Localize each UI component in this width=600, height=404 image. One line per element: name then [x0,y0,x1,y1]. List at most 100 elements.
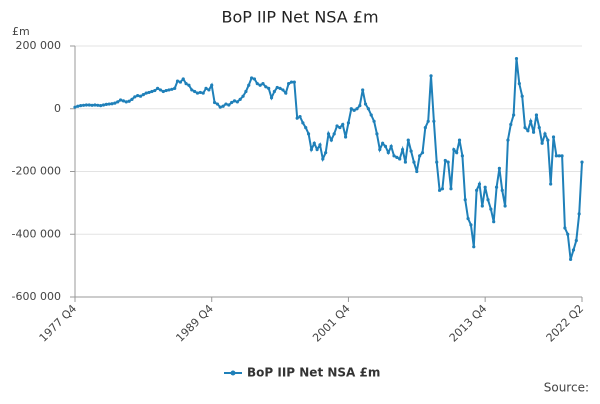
y-tick-label: -200 000 [12,165,61,178]
data-point [489,207,493,211]
data-point [292,80,296,84]
data-point [349,107,353,111]
data-point [110,102,114,106]
data-point [173,86,177,90]
data-point [409,149,413,153]
data-point [238,97,242,101]
data-point [531,130,536,134]
data-point [398,157,402,161]
data-point [227,103,231,107]
data-point [164,88,168,93]
data-point [580,160,584,164]
data-point [281,88,285,92]
data-point [301,121,305,125]
data-point [463,198,467,202]
data-point [523,125,527,130]
data-point [326,132,331,136]
legend-marker [230,370,236,376]
data-point [395,155,399,159]
data-point [107,102,111,106]
data-point [99,104,103,108]
data-point [193,89,197,94]
data-point [261,82,265,86]
data-point [181,77,185,81]
data-point [124,100,128,104]
data-point [241,94,245,98]
x-tick-label: 2013 Q4 [447,302,490,345]
data-point [469,223,473,227]
chart-title: BoP IIP Net NSA £m [221,8,378,27]
data-point [358,104,362,108]
data-point [133,95,137,99]
data-point [138,94,143,98]
data-point [309,147,314,152]
data-point [312,141,316,145]
data-point [477,182,482,186]
data-point [298,114,302,119]
data-point [455,151,459,155]
data-point [460,154,464,158]
data-point [517,82,521,86]
data-point [156,86,160,90]
data-point [232,99,237,103]
data-point [557,154,561,158]
data-point [198,90,202,95]
y-tick-label: 200 000 [16,39,62,52]
data-point [258,83,262,87]
data-point [423,125,427,130]
data-point [492,220,496,224]
data-point [101,103,106,107]
data-point [136,93,140,98]
data-point [366,107,370,111]
data-point [295,116,299,120]
y-tick-label: -600 000 [12,290,61,303]
data-point [318,143,322,147]
data-point [306,132,311,136]
data-point [249,76,254,80]
data-point [381,141,385,145]
data-point [537,125,541,130]
x-tick-label: 2022 Q2 [544,302,587,345]
data-point [230,100,234,105]
data-point [480,204,484,208]
data-point [175,79,180,83]
y-tick-label: 0 [54,102,61,115]
data-point [569,257,573,261]
data-point [546,138,550,142]
data-point [269,96,274,100]
data-point [534,113,539,117]
data-point [415,169,419,174]
data-point [420,151,425,155]
data-point [81,103,86,107]
data-point [207,88,211,92]
data-point [355,107,359,111]
data-point [144,91,148,95]
data-point [494,185,499,189]
data-point [321,157,325,161]
data-point [386,151,390,155]
data-point [363,102,368,106]
data-point [449,187,453,191]
data-point [244,89,248,94]
data-point [361,88,365,92]
data-point [275,85,279,90]
data-point [118,98,123,102]
data-point [526,129,530,133]
data-point [104,102,108,106]
data-point [284,91,288,95]
data-point [483,185,487,189]
data-point [96,103,100,107]
x-tick-label: 1977 Q4 [37,302,80,345]
data-point [158,88,163,92]
data-point [443,158,447,163]
data-point [221,104,225,108]
data-point [389,144,393,148]
data-point [210,83,214,87]
data-point [372,119,376,123]
data-point [346,121,351,125]
data-point [304,125,308,130]
data-point [287,82,291,86]
data-point [383,144,388,148]
data-point [446,160,450,164]
data-point [255,82,259,86]
